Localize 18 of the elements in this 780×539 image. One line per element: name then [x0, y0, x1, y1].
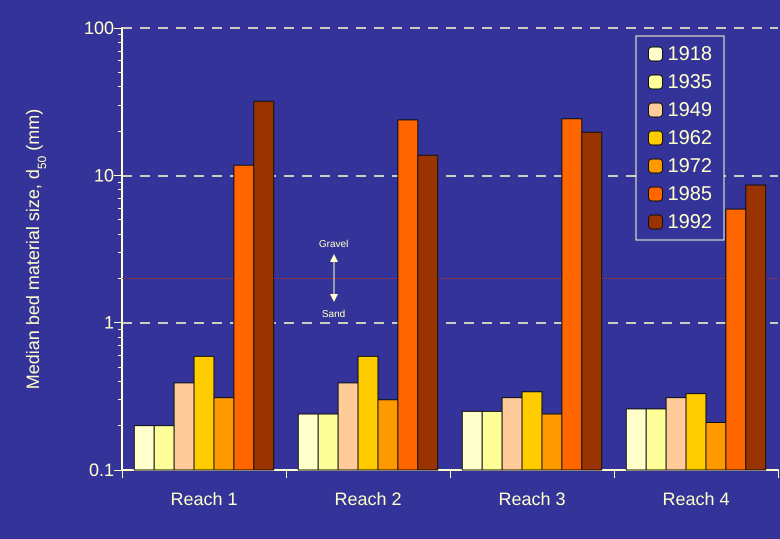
- x-tick-label: Reach 2: [334, 489, 402, 509]
- legend-label: 1985: [668, 183, 712, 205]
- y-tick-label: 10: [94, 165, 114, 186]
- annotation: Gravel: [318, 238, 348, 250]
- legend-label: 1992: [668, 211, 712, 233]
- legend-label: 1935: [668, 71, 712, 93]
- y-tick-label: 100: [84, 18, 114, 38]
- x-tick-label: Reach 3: [498, 489, 566, 509]
- x-tick-label: Reach 1: [170, 489, 238, 509]
- annotation: Sand: [322, 308, 346, 320]
- legend-label: 1962: [668, 127, 712, 149]
- y-tick-label: 0.1: [88, 460, 114, 480]
- x-tick-label: Reach 4: [662, 489, 730, 509]
- y-tick-label: 1: [104, 312, 114, 333]
- y-axis-title: Median bed material size, d50 (mm): [23, 108, 49, 390]
- legend-label: 1972: [668, 155, 712, 177]
- legend-label: 1949: [668, 99, 712, 121]
- legend-label: 1918: [668, 43, 712, 65]
